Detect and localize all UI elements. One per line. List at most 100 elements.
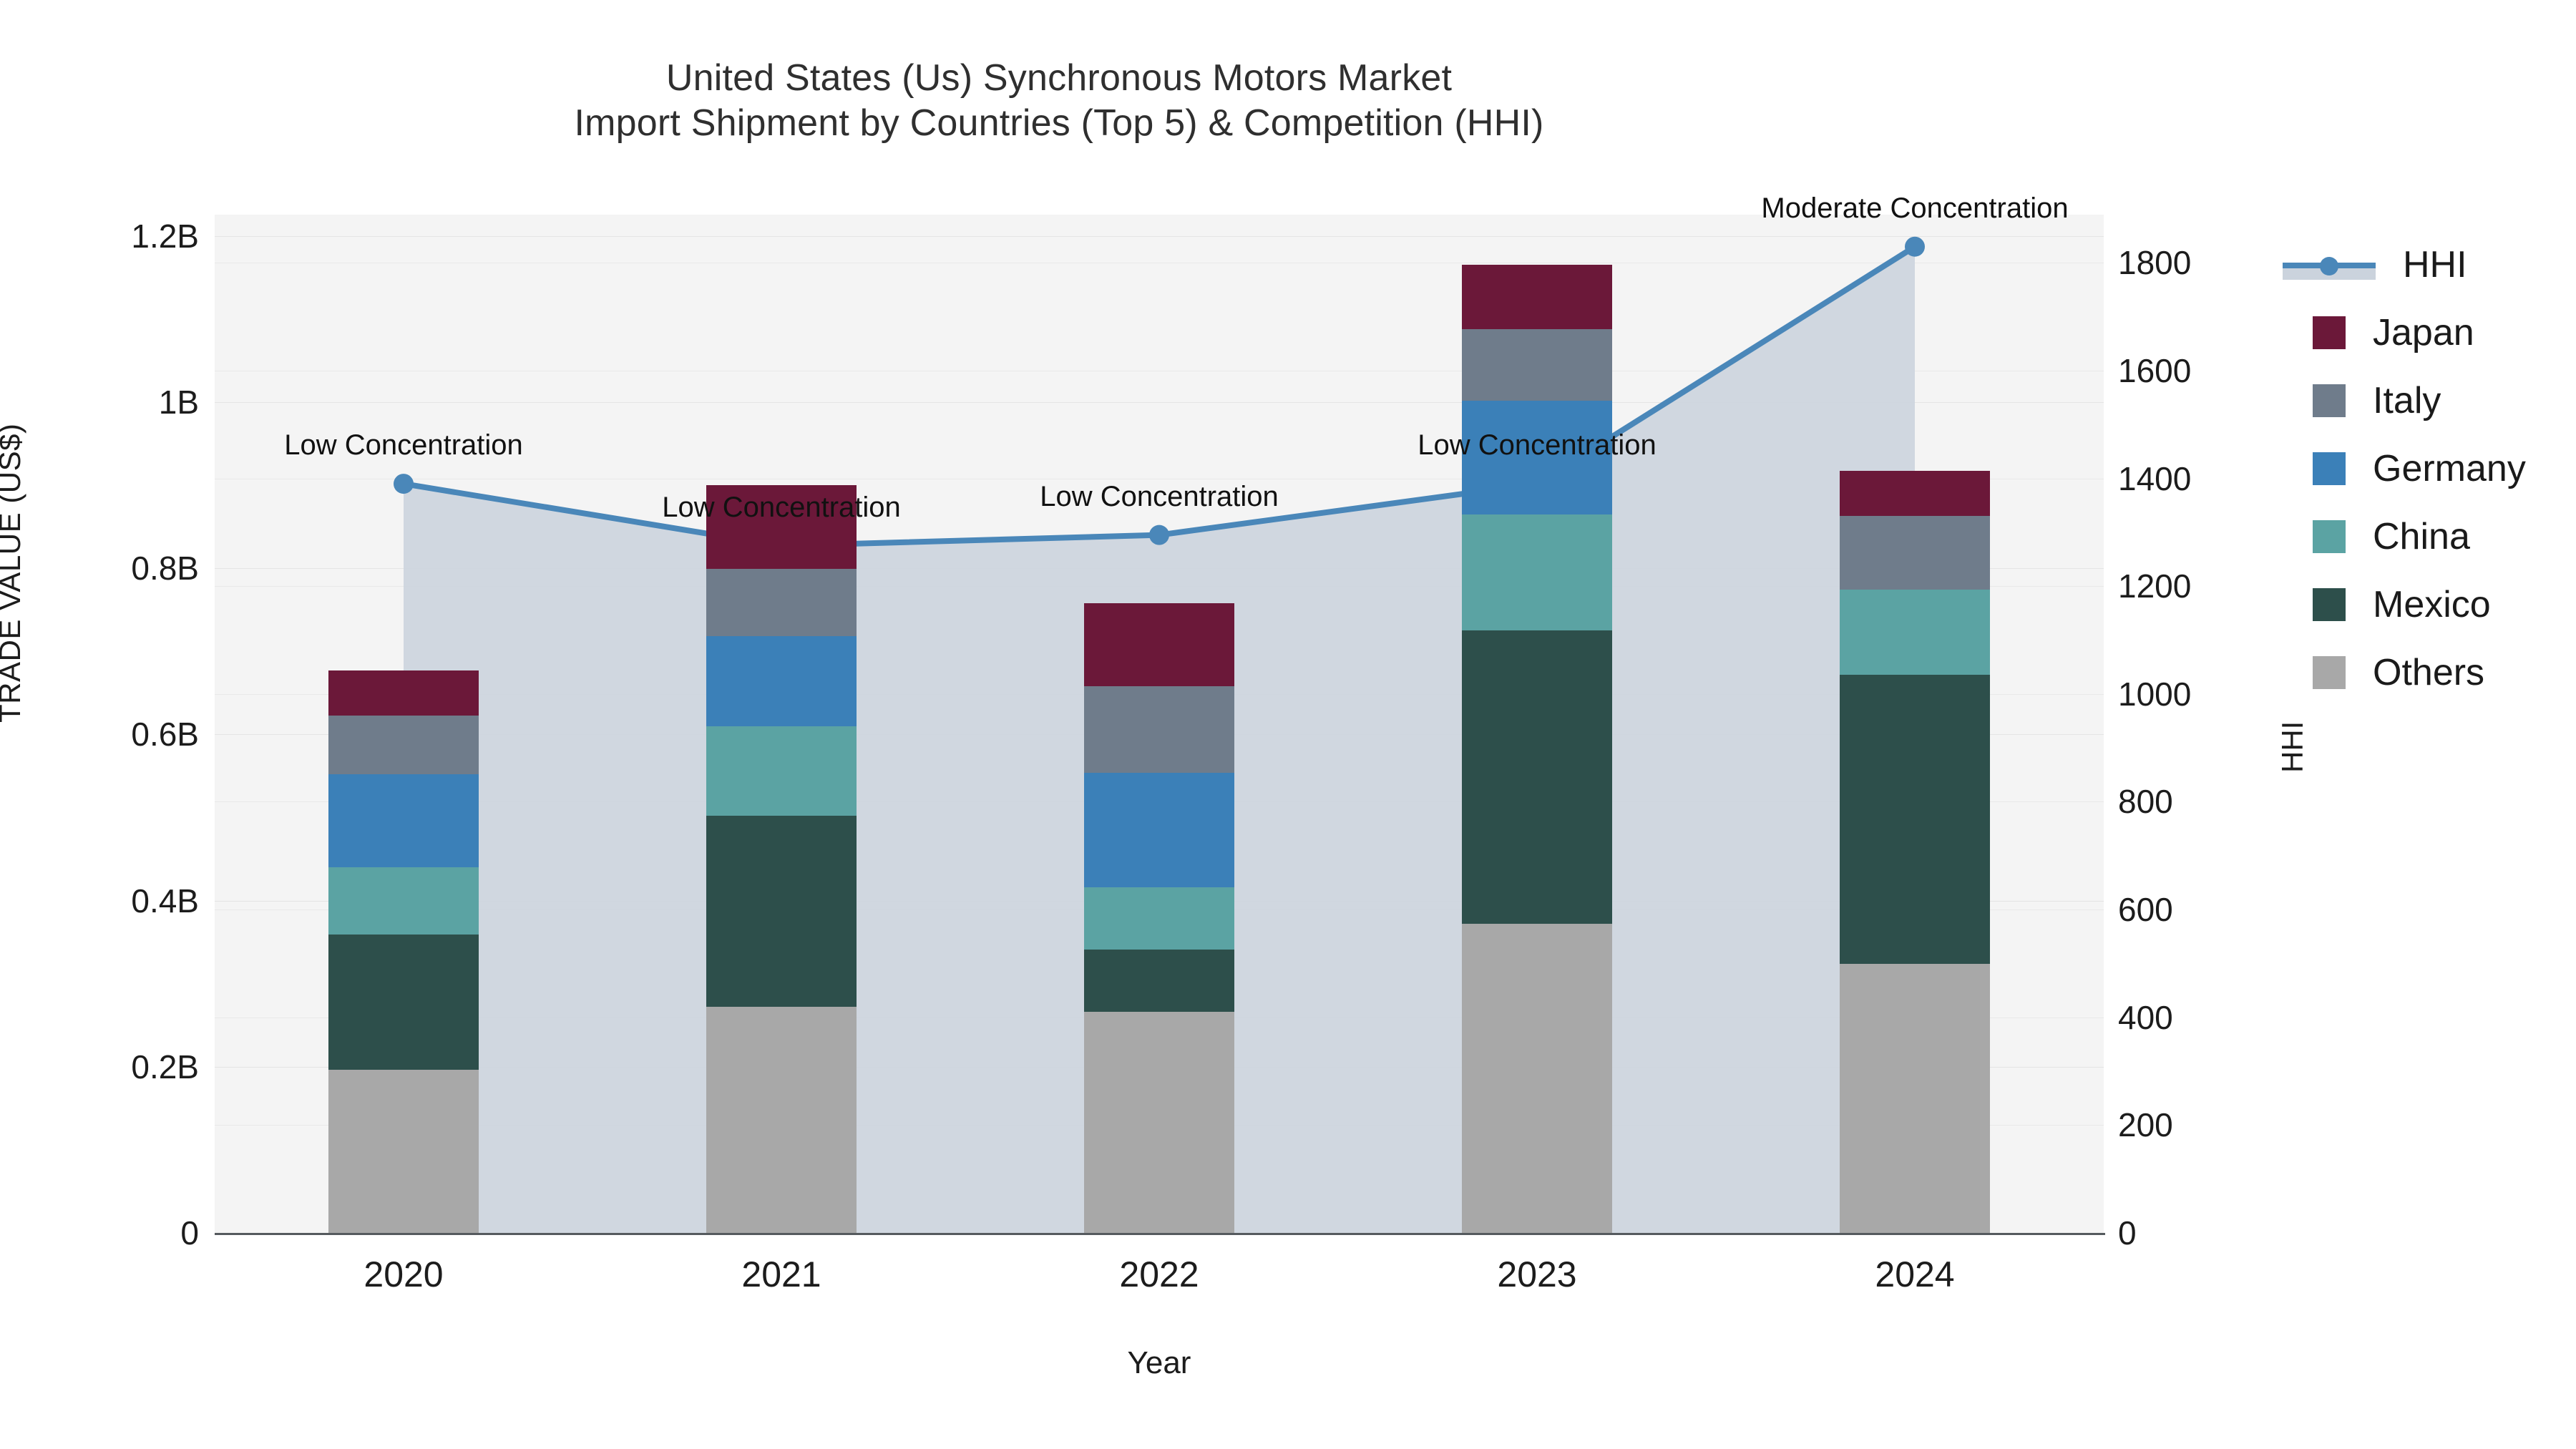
bar-segment-japan[interactable]: [1084, 602, 1234, 687]
bar-segment-mexico[interactable]: [706, 816, 857, 1008]
bar-segment-mexico[interactable]: [328, 935, 479, 1070]
bar-segment-germany[interactable]: [1462, 400, 1612, 514]
bar-segment-japan[interactable]: [328, 670, 479, 716]
y-axis-left-tick-label: 0.8B: [131, 550, 199, 587]
y-axis-right-tick-label: 200: [2118, 1106, 2173, 1144]
bar-segment-italy[interactable]: [1462, 328, 1612, 401]
bar-segment-others[interactable]: [1840, 963, 1990, 1233]
gridline-left: [215, 235, 2104, 237]
y-axis-left-label: TRADE VALUE (US$): [0, 423, 26, 723]
x-axis-label: Year: [1127, 1345, 1191, 1380]
bar-segment-others[interactable]: [1084, 1012, 1234, 1233]
legend-item-label: Japan: [2373, 311, 2474, 353]
bar-segment-others[interactable]: [328, 1070, 479, 1233]
y-axis-right-tick-label: 1600: [2118, 351, 2192, 389]
legend-item-label: Italy: [2373, 379, 2441, 421]
bar-group[interactable]: [1840, 215, 1990, 1233]
y-axis-left-tick-label: 0.4B: [131, 882, 199, 919]
y-axis-right-label: HHI: [2275, 721, 2309, 773]
bar-group[interactable]: [706, 215, 857, 1233]
hhi-annotation-label: Low Concentration: [284, 429, 523, 462]
bar-segment-mexico[interactable]: [1084, 950, 1234, 1013]
bar-segment-italy[interactable]: [1840, 516, 1990, 590]
bar-group[interactable]: [1462, 215, 1612, 1233]
y-axis-left-tick-label: 0: [180, 1214, 199, 1252]
hhi-data-point[interactable]: [1905, 236, 1925, 257]
bar-segment-china[interactable]: [328, 867, 479, 935]
bar-segment-japan[interactable]: [1840, 471, 1990, 517]
legend-item-china[interactable]: China: [2283, 502, 2569, 570]
line-marker-icon: [2283, 248, 2376, 281]
color-swatch-icon: [2313, 384, 2346, 417]
hhi-data-point[interactable]: [1149, 525, 1169, 545]
legend-item-others[interactable]: Others: [2283, 638, 2569, 706]
chart-title-line-2: Import Shipment by Countries (Top 5) & C…: [574, 102, 1544, 145]
x-axis-tick-label: 2020: [364, 1254, 444, 1294]
legend-item-italy[interactable]: Italy: [2283, 366, 2569, 434]
legend-item-japan[interactable]: Japan: [2283, 298, 2569, 366]
y-axis-right-tick-label: 1200: [2118, 567, 2192, 605]
y-axis-right-ticks: 0 200 400 600 800 1000 1200 1400 1600 1800: [2118, 0, 2333, 1449]
bar-segment-others[interactable]: [706, 1007, 857, 1233]
bar-group[interactable]: [1084, 215, 1234, 1233]
y-axis-right-tick-label: 1400: [2118, 459, 2192, 497]
legend-item-label: Germany: [2373, 447, 2526, 489]
x-axis-tick-label: 2024: [1875, 1254, 1955, 1294]
hhi-annotation-label: Moderate Concentration: [1761, 192, 2069, 224]
legend-item-mexico[interactable]: Mexico: [2283, 570, 2569, 638]
x-axis-tick-label: 2022: [1119, 1254, 1199, 1294]
color-swatch-icon: [2313, 316, 2346, 349]
chart-title-line-1: United States (Us) Synchronous Motors Ma…: [665, 57, 1453, 99]
bar-segment-china[interactable]: [1840, 590, 1990, 675]
bar-segment-mexico[interactable]: [1840, 674, 1990, 964]
bar-segment-germany[interactable]: [1084, 772, 1234, 888]
y-axis-left-tick-label: 0.6B: [131, 716, 199, 753]
hhi-data-point[interactable]: [394, 474, 414, 494]
y-axis-right-tick-label: 600: [2118, 891, 2173, 929]
legend-item-germany[interactable]: Germany: [2283, 434, 2569, 502]
legend-item-label: China: [2373, 515, 2470, 557]
chart-legend: HHI Japan Italy Germany China Mexico Others: [2283, 230, 2569, 706]
color-swatch-icon: [2313, 655, 2346, 689]
bar-segment-others[interactable]: [1462, 924, 1612, 1233]
plot-area: [215, 215, 2104, 1234]
y-axis-right-tick-label: 1000: [2118, 675, 2192, 713]
bar-segment-china[interactable]: [1462, 514, 1612, 631]
hhi-annotation-label: Low Concentration: [662, 491, 901, 523]
y-axis-left-ticks: 0 0.2B 0.4B 0.6B 0.8B 1B 1.2B: [0, 0, 199, 1449]
color-swatch-icon: [2313, 519, 2346, 553]
bar-segment-italy[interactable]: [328, 715, 479, 775]
chart-title: United States (Us) Synchronous Motors Ma…: [0, 56, 2118, 147]
hhi-annotation-label: Low Concentration: [1040, 480, 1279, 512]
y-axis-left-tick-label: 1B: [158, 384, 199, 421]
bars-layer: [215, 215, 2104, 1234]
legend-item-label: HHI: [2403, 243, 2467, 286]
x-axis-tick-label: 2023: [1497, 1254, 1577, 1294]
color-swatch-icon: [2313, 587, 2346, 621]
color-swatch-icon: [2313, 452, 2346, 485]
bar-segment-mexico[interactable]: [1462, 630, 1612, 924]
legend-item-label: Others: [2373, 651, 2485, 693]
y-axis-left-tick-label: 0.2B: [131, 1048, 199, 1085]
bar-segment-japan[interactable]: [706, 485, 857, 570]
bar-group[interactable]: [328, 215, 479, 1233]
gridline-left: [215, 402, 2104, 403]
legend-dot-icon: [2320, 256, 2338, 275]
legend-item-label: Mexico: [2373, 583, 2491, 625]
bar-segment-japan[interactable]: [1462, 265, 1612, 329]
y-axis-left-tick-label: 1.2B: [131, 217, 199, 255]
bar-segment-italy[interactable]: [1084, 686, 1234, 773]
hhi-annotation-label: Low Concentration: [1418, 429, 1657, 462]
bar-segment-italy[interactable]: [706, 569, 857, 637]
x-axis-line: [215, 1233, 2105, 1235]
x-axis-tick-label: 2021: [741, 1254, 821, 1294]
bar-segment-china[interactable]: [1084, 887, 1234, 950]
bar-segment-china[interactable]: [706, 726, 857, 816]
y-axis-right-tick-label: 800: [2118, 783, 2173, 821]
y-axis-right-tick-label: 0: [2118, 1214, 2137, 1252]
y-axis-right-tick-label: 1800: [2118, 244, 2192, 282]
bar-segment-germany[interactable]: [328, 774, 479, 868]
legend-item-hhi[interactable]: HHI: [2283, 230, 2569, 298]
bar-segment-germany[interactable]: [706, 636, 857, 726]
